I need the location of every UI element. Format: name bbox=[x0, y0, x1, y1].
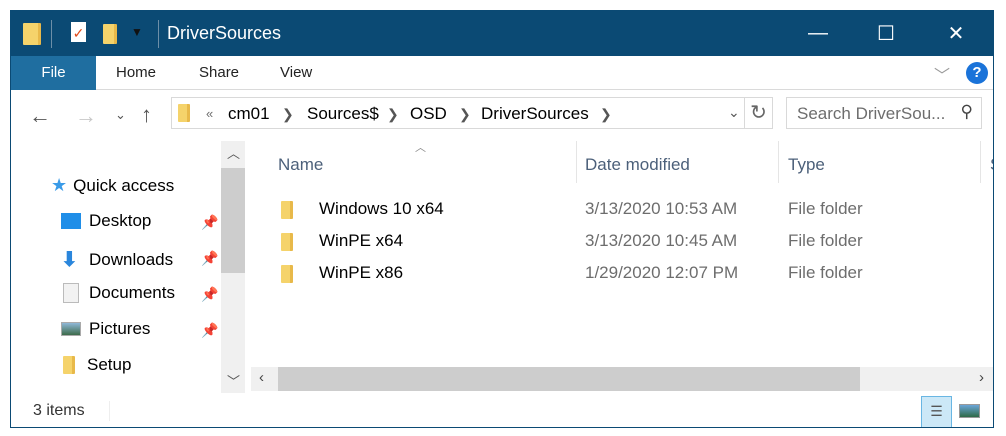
sidebar-item-documents[interactable]: Documents bbox=[63, 283, 175, 303]
horizontal-scrollbar[interactable]: ‹ › bbox=[251, 367, 993, 391]
chevron-right-icon[interactable]: ❯ bbox=[282, 106, 294, 122]
properties-icon[interactable]: ✓ bbox=[71, 22, 86, 42]
folder-icon bbox=[63, 356, 75, 374]
scroll-left-icon[interactable]: ‹ bbox=[259, 369, 264, 386]
forward-button[interactable]: → bbox=[75, 103, 97, 128]
file-date: 3/13/2020 10:45 AM bbox=[585, 231, 738, 250]
customize-toolbar-icon[interactable]: ▼ bbox=[131, 25, 143, 39]
sidebar-label: Documents bbox=[89, 283, 175, 302]
pin-icon[interactable]: 📌 bbox=[201, 214, 219, 230]
title-bar: ✓ ▼ DriverSources — ☐ ✕ bbox=[11, 11, 993, 56]
folder-icon bbox=[23, 23, 41, 45]
column-name[interactable]: Name bbox=[278, 155, 324, 174]
pin-icon[interactable]: 📌 bbox=[201, 286, 219, 302]
scroll-right-icon[interactable]: › bbox=[979, 369, 984, 386]
desktop-icon bbox=[61, 213, 81, 229]
help-icon[interactable]: ? bbox=[966, 62, 988, 84]
window-title: DriverSources bbox=[167, 23, 282, 43]
folder-icon bbox=[281, 265, 293, 283]
pin-icon[interactable]: 📌 bbox=[201, 250, 219, 266]
column-size[interactable]: S bbox=[990, 155, 993, 175]
close-button[interactable]: ✕ bbox=[947, 23, 965, 45]
tab-file[interactable]: File bbox=[11, 56, 96, 90]
sort-ascending-icon: ︿ bbox=[415, 142, 426, 154]
sidebar-label: Desktop bbox=[89, 211, 152, 230]
sidebar-label: Quick access bbox=[73, 175, 175, 195]
chevron-right-icon[interactable]: ❯ bbox=[387, 106, 399, 122]
sidebar-item-setup[interactable]: Setup bbox=[63, 355, 131, 375]
status-bar: 3 items ☰ bbox=[11, 393, 993, 427]
divider bbox=[51, 20, 52, 48]
file-type: File folder bbox=[788, 199, 863, 218]
details-view-button[interactable]: ☰ bbox=[921, 396, 952, 427]
new-folder-icon[interactable] bbox=[103, 24, 117, 44]
scroll-down-icon[interactable]: ﹀ bbox=[227, 374, 241, 389]
tab-share[interactable]: Share bbox=[199, 64, 240, 81]
up-button[interactable]: ↑ bbox=[141, 102, 152, 127]
file-date: 3/13/2020 10:53 AM bbox=[585, 199, 738, 218]
file-name: WinPE x86 bbox=[319, 263, 404, 282]
tab-view[interactable]: View bbox=[280, 64, 313, 81]
column-divider[interactable] bbox=[980, 141, 981, 183]
divider bbox=[109, 401, 110, 421]
pictures-icon bbox=[61, 322, 81, 336]
sidebar-label: Setup bbox=[87, 355, 132, 374]
star-icon: ★ bbox=[51, 175, 68, 195]
search-placeholder: Search DriverSou... bbox=[797, 104, 946, 123]
crumb-driversources[interactable]: DriverSources bbox=[481, 104, 589, 123]
ribbon: File Home Share View ﹀ ? bbox=[11, 56, 993, 90]
column-date-modified[interactable]: Date modified bbox=[585, 155, 690, 174]
address-dropdown-icon[interactable]: ⌄ bbox=[728, 104, 740, 120]
file-name: WinPE x64 bbox=[319, 231, 404, 250]
minimize-button[interactable]: — bbox=[808, 22, 828, 44]
scroll-thumb[interactable] bbox=[278, 367, 860, 391]
folder-icon bbox=[281, 201, 293, 219]
sidebar-item-pictures[interactable]: Pictures bbox=[61, 319, 150, 339]
search-input[interactable]: Search DriverSou... ⚲ bbox=[786, 97, 982, 129]
column-divider[interactable] bbox=[576, 141, 577, 183]
explorer-window: ✓ ▼ DriverSources — ☐ ✕ File Home Share … bbox=[10, 10, 994, 428]
file-date: 1/29/2020 12:07 PM bbox=[585, 263, 739, 282]
chevron-right-icon[interactable]: ❯ bbox=[459, 106, 471, 122]
sidebar-item-quick-access[interactable]: ★ Quick access bbox=[51, 175, 174, 196]
file-name: Windows 10 x64 bbox=[319, 199, 444, 218]
item-count: 3 items bbox=[33, 402, 85, 419]
sidebar-label: Downloads bbox=[89, 249, 174, 269]
sidebar-item-desktop[interactable]: Desktop bbox=[61, 211, 151, 231]
tab-home[interactable]: Home bbox=[116, 64, 157, 81]
scroll-thumb[interactable] bbox=[221, 168, 245, 273]
file-type: File folder bbox=[788, 231, 863, 250]
scroll-up-icon[interactable]: ︿ bbox=[227, 146, 241, 161]
divider bbox=[158, 20, 159, 48]
address-bar[interactable]: « cm01 ❯ Sources$ ❯ OSD ❯ DriverSources … bbox=[171, 97, 745, 129]
sidebar-item-downloads[interactable]: ⬇ Downloads bbox=[61, 247, 173, 272]
crumb-cm01[interactable]: cm01 bbox=[228, 104, 270, 123]
folder-icon bbox=[178, 104, 190, 122]
crumb-osd[interactable]: OSD bbox=[410, 104, 447, 123]
back-button[interactable]: ← bbox=[29, 103, 51, 128]
maximize-button[interactable]: ☐ bbox=[877, 23, 895, 45]
folder-icon bbox=[281, 233, 293, 251]
navigation-pane: ★ Quick access Desktop 📌 ⬇ Downloads 📌 Doc… bbox=[11, 141, 219, 393]
file-list: ︿ Name Date modified Type S Windows 10 x… bbox=[249, 141, 993, 367]
large-icons-view-button[interactable] bbox=[959, 404, 980, 418]
sidebar-scrollbar[interactable]: ︿ ﹀ bbox=[221, 141, 245, 393]
search-icon: ⚲ bbox=[960, 102, 973, 121]
crumb-sources[interactable]: Sources$ bbox=[307, 104, 379, 123]
recent-locations-icon[interactable]: ⌄ bbox=[115, 107, 126, 122]
expand-ribbon-icon[interactable]: ﹀ bbox=[934, 68, 951, 85]
chevron-right-icon[interactable]: ❯ bbox=[600, 106, 612, 122]
column-divider[interactable] bbox=[778, 141, 779, 183]
documents-icon bbox=[63, 283, 79, 303]
download-icon: ⬇ bbox=[61, 249, 78, 271]
refresh-button[interactable]: ↻ bbox=[745, 97, 773, 129]
sidebar-label: Pictures bbox=[89, 319, 151, 338]
file-type: File folder bbox=[788, 263, 863, 282]
pin-icon[interactable]: 📌 bbox=[201, 322, 219, 338]
column-type[interactable]: Type bbox=[788, 155, 825, 174]
overflow-chevron[interactable]: « bbox=[206, 106, 214, 121]
